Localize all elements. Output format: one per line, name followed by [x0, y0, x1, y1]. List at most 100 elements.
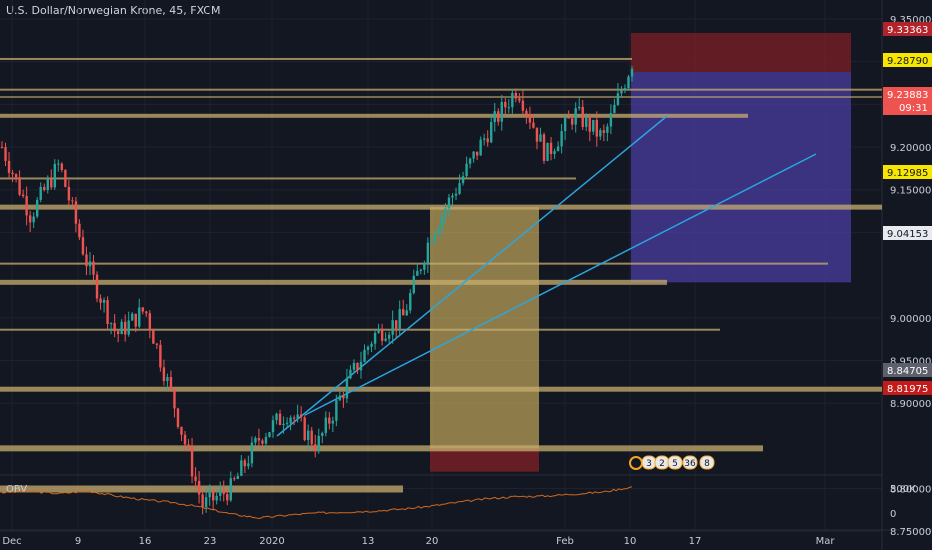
- price-tag-stop-text: 9.33363: [887, 25, 928, 36]
- chart-title: U.S. Dollar/Norwegian Krone, 45, FXCM: [6, 4, 221, 17]
- candle-body-158: [556, 146, 560, 152]
- economic-events[interactable]: 3 2 5 36 8: [629, 455, 715, 470]
- candle-body-50: [176, 408, 180, 427]
- candle-body-172: [606, 126, 609, 133]
- candle-body-21: [74, 201, 78, 224]
- candle-body-178: [627, 76, 630, 89]
- level-line-5: [0, 204, 882, 210]
- price-tick-label: 8.90000: [890, 399, 931, 410]
- candle-body-16: [57, 163, 60, 165]
- candle-body-72: [254, 437, 257, 443]
- candle-body-91: [321, 432, 324, 436]
- candle-body-8: [28, 215, 32, 223]
- candle-body-116: [409, 293, 412, 311]
- candle-body-27: [95, 274, 99, 299]
- candle-body-5: [18, 177, 21, 195]
- candle-body-1: [4, 147, 7, 161]
- price-tag-range-top: 8.84705: [883, 363, 932, 377]
- candle-body-45: [159, 344, 162, 368]
- candle-body-95: [335, 400, 338, 421]
- candle-body-23: [81, 237, 85, 255]
- price-tag-current-text: 9.28790: [887, 56, 928, 67]
- candle-body-54: [190, 447, 194, 477]
- price-tag-entry-text: 9.12985: [887, 168, 928, 179]
- price-tag-range-top-text: 8.84705: [887, 366, 928, 377]
- candle-body-79: [278, 413, 282, 426]
- candle-body-24: [85, 254, 88, 267]
- candle-body-112: [394, 320, 398, 329]
- candle-body-107: [377, 328, 380, 333]
- obv-line: [1, 486, 633, 519]
- price-tick-label: 9.35000: [890, 15, 931, 26]
- candle-body-137: [482, 138, 486, 140]
- candle-body-154: [542, 134, 546, 161]
- candle-body-100: [352, 362, 356, 370]
- candle-body-142: [500, 101, 503, 122]
- candle-body-103: [363, 349, 366, 362]
- candle-body-157: [553, 151, 556, 155]
- candle-body-124: [437, 228, 440, 234]
- level-line-8: [0, 328, 720, 331]
- level-line-7: [0, 279, 667, 285]
- candle-body-96: [338, 395, 342, 401]
- countdown-text: 09:31: [899, 103, 928, 114]
- candle-body-176: [620, 90, 623, 94]
- price-tag-entry: 9.12985: [883, 165, 932, 179]
- level-line-4: [0, 177, 576, 180]
- candle-body-69: [243, 460, 247, 467]
- time-tick-label: 9: [75, 536, 81, 547]
- position-boxes[interactable]: [430, 32, 851, 472]
- candle-body-138: [486, 138, 489, 143]
- candle-body-151: [532, 122, 535, 128]
- price-tick-label: 9.20000: [890, 143, 931, 154]
- candle-body-71: [250, 442, 254, 464]
- candle-body-114: [402, 309, 405, 316]
- short-stop-zone: [631, 32, 851, 73]
- time-tick-label: 13: [362, 536, 375, 547]
- candle-body-127: [447, 197, 451, 209]
- long-target-zone: [430, 207, 539, 449]
- time-tick-label: 10: [624, 536, 637, 547]
- candle-body-40: [141, 307, 144, 312]
- candle-body-22: [78, 223, 81, 238]
- candle-body-146: [514, 92, 518, 99]
- price-tick-label: 9.00000: [890, 314, 931, 325]
- trend-channel[interactable]: [276, 115, 817, 437]
- candle-body-104: [366, 346, 370, 350]
- level-line-3: [0, 113, 748, 118]
- candle-body-7: [25, 196, 28, 216]
- candle-body-53: [187, 444, 190, 448]
- candle-body-77: [271, 420, 275, 433]
- candle-body-78: [275, 413, 278, 421]
- support-resistance-levels[interactable]: [0, 57, 882, 493]
- candle-body-150: [528, 114, 532, 123]
- candle-body-68: [240, 460, 243, 476]
- candle-body-32: [113, 323, 116, 332]
- candle-body-62: [219, 489, 222, 496]
- candle-body-60: [211, 490, 215, 501]
- candle-body-141: [497, 111, 500, 122]
- price-tag-target-text: 9.04153: [887, 229, 928, 240]
- event-badge: [682, 455, 698, 470]
- event-badge: [667, 455, 683, 470]
- candle-body-66: [233, 478, 236, 480]
- candle-body-47: [166, 377, 169, 382]
- candle-body-169: [595, 119, 599, 137]
- candle-body-17: [60, 163, 64, 171]
- candle-body-12: [43, 186, 46, 191]
- level-line-9: [0, 386, 882, 392]
- price-tick-label: 8.95000: [890, 356, 931, 367]
- time-axis[interactable]: Dec 9 16 23 2020 13 20 Feb 10 17 Mar: [2, 536, 835, 547]
- candle-body-102: [359, 361, 363, 371]
- candle-body-4: [14, 174, 18, 178]
- long-stop-zone: [430, 448, 539, 472]
- candle-body-82: [289, 417, 292, 423]
- candle-body-18: [64, 170, 67, 187]
- candle-body-166: [585, 116, 588, 127]
- price-tag-last-text: 9.23883: [887, 90, 928, 101]
- candle-body-99: [349, 369, 352, 379]
- price-tag-last: 9.23883 09:31: [883, 87, 932, 115]
- candle-body-56: [197, 480, 201, 495]
- level-line-10: [0, 445, 763, 452]
